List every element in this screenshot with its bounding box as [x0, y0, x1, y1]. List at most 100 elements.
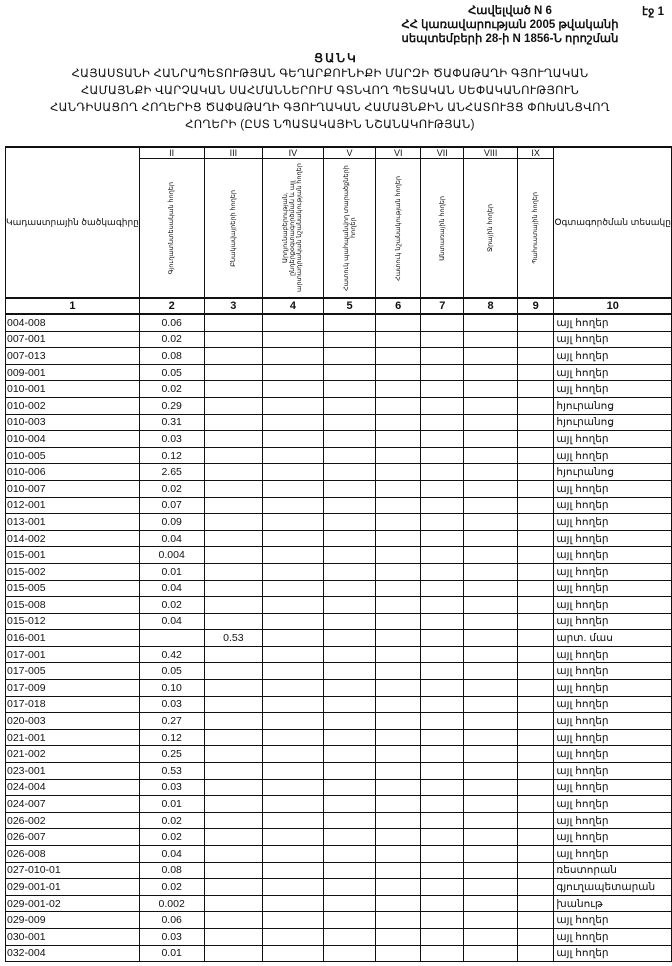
roman-numeral: IX — [516, 146, 555, 159]
empty-cell — [516, 645, 555, 664]
cadastral-code: 017-009 — [5, 679, 140, 697]
empty-cell — [463, 645, 518, 664]
cadastral-code: 029-001-01 — [5, 878, 140, 896]
column-header: Անտառային հողեր — [420, 158, 465, 299]
empty-cell — [375, 894, 422, 913]
column-header-row: Գյուղատնտեսական հողեր Բնակավայրերի հողեր Ա… — [6, 158, 672, 299]
cadastral-code: 015-012 — [5, 612, 140, 631]
settlement-area — [203, 513, 264, 531]
empty-cell — [262, 762, 324, 780]
empty-cell — [322, 911, 377, 929]
table-row: 026-007 0.02 այլ հողեր — [5, 828, 672, 846]
settlement-area — [203, 878, 264, 896]
empty-cell — [516, 430, 555, 448]
table-row: 010-007 0.02 այլ հողեր — [5, 479, 672, 498]
empty-cell — [375, 413, 422, 432]
empty-cell — [463, 446, 518, 465]
empty-cell — [375, 728, 422, 747]
agricultural-area: 0.004 — [138, 546, 205, 564]
settlement-area — [203, 363, 264, 382]
empty-cell — [463, 529, 518, 548]
agricultural-area: 0.01 — [138, 944, 205, 963]
table-row: 017-018 0.03 այլ հողեր — [5, 695, 672, 714]
empty-cell — [262, 695, 324, 714]
subtitle-line: ՀԱՅԱՍՏԱՆԻ ՀԱՆՐԱՊԵՏՈՒԹՅԱՆ ԳԵՂԱՐՔՈՒՆԻՔԻ ՄԱ… — [71, 68, 589, 80]
empty-cell — [375, 811, 422, 830]
settlement-area — [203, 762, 264, 780]
cadastral-code: 017-001 — [5, 645, 140, 664]
empty-cell — [463, 463, 518, 481]
empty-cell — [516, 380, 555, 398]
empty-cell — [516, 463, 555, 481]
agricultural-area: 0.03 — [138, 778, 205, 797]
empty-cell — [463, 330, 518, 349]
empty-cell — [516, 778, 555, 797]
table-row: 007-001 0.02 այլ հողեր — [5, 330, 672, 349]
empty-cell — [516, 828, 555, 846]
empty-cell — [420, 562, 465, 581]
column-number: 10 — [553, 297, 672, 315]
settlement-area — [203, 479, 264, 498]
empty-cell — [463, 828, 518, 846]
settlement-area — [203, 679, 264, 697]
table-row: 023-001 0.53 այլ հողեր — [5, 762, 672, 780]
settlement-area — [203, 330, 264, 349]
empty-cell — [322, 363, 377, 382]
cadastral-code: 023-001 — [5, 762, 140, 780]
usage-type: այլ հողեր — [553, 363, 672, 382]
empty-cell — [516, 446, 555, 465]
empty-cell — [420, 662, 465, 681]
settlement-area — [203, 396, 264, 415]
settlement-area — [203, 579, 264, 598]
empty-cell — [322, 878, 377, 896]
column-number: 5 — [322, 297, 377, 315]
empty-cell — [463, 380, 518, 398]
empty-cell — [322, 463, 377, 481]
cadastral-code: 010-007 — [5, 479, 140, 498]
usage-type: այլ հողեր — [553, 911, 672, 929]
table-row: 010-005 0.12 այլ հողեր — [5, 446, 672, 465]
empty-cell — [322, 546, 377, 564]
empty-cell — [262, 463, 324, 481]
empty-cell — [375, 330, 422, 349]
table-row: 020-003 0.27 այլ հողեր — [5, 712, 672, 730]
empty-cell — [375, 380, 422, 398]
empty-cell — [463, 861, 518, 880]
cadastral-code: 010-001 — [5, 380, 140, 398]
agricultural-area: 0.09 — [138, 513, 205, 531]
empty-cell — [516, 878, 555, 896]
agricultural-area: 0.31 — [138, 413, 205, 432]
empty-cell — [375, 762, 422, 780]
cadastral-code: 007-013 — [5, 347, 140, 365]
table-row: 017-001 0.42 այլ հողեր — [5, 645, 672, 664]
empty-cell — [420, 845, 465, 863]
empty-cell — [420, 463, 465, 481]
agricultural-area: 0.04 — [138, 579, 205, 598]
empty-cell — [516, 728, 555, 747]
usage-type: այլ հողեր — [553, 496, 672, 515]
empty-cell — [463, 944, 518, 963]
settlement-area — [203, 313, 264, 332]
usage-type: այլ հողեր — [553, 645, 672, 664]
empty-cell — [322, 662, 377, 681]
usage-type: ռեստորան — [553, 861, 672, 880]
empty-cell — [375, 845, 422, 863]
empty-cell — [322, 811, 377, 830]
empty-cell — [322, 745, 377, 764]
empty-cell — [322, 380, 377, 398]
empty-cell — [516, 612, 555, 631]
usage-type: արտ. մաս — [553, 629, 672, 647]
empty-cell — [516, 894, 555, 913]
cadastral-code: 010-003 — [5, 413, 140, 432]
settlement-area — [203, 562, 264, 581]
empty-cell — [375, 828, 422, 846]
empty-cell — [420, 396, 465, 415]
settlement-area — [203, 529, 264, 548]
empty-cell — [516, 861, 555, 880]
empty-cell — [463, 546, 518, 564]
table-row: 007-013 0.08 այլ հողեր — [5, 347, 672, 365]
usage-type: այլ հողեր — [553, 562, 672, 581]
empty-cell — [463, 413, 518, 432]
annex-line: Հավելված N 6 — [468, 5, 552, 17]
empty-cell — [516, 313, 555, 332]
